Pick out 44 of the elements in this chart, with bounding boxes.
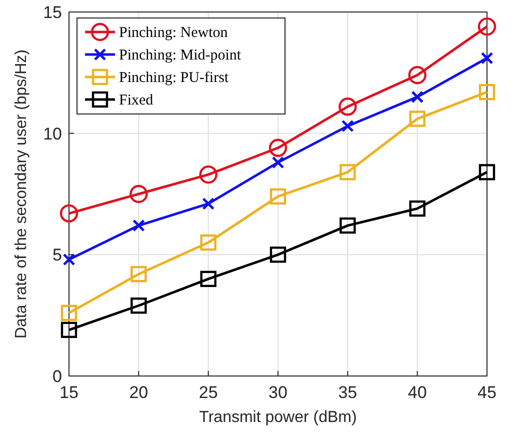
point xyxy=(199,165,218,184)
legend-label: Fixed xyxy=(119,92,154,108)
x-tick-label: 30 xyxy=(268,383,288,402)
point xyxy=(272,156,284,169)
y-tick-label: 15 xyxy=(43,3,62,22)
point xyxy=(478,164,496,180)
point xyxy=(202,197,215,210)
point xyxy=(60,204,78,223)
point xyxy=(130,298,147,314)
point xyxy=(130,266,147,282)
y-tick-label: 5 xyxy=(52,246,62,265)
point xyxy=(60,322,78,338)
legend-label: Pinching: Newton xyxy=(119,25,228,41)
x-tick-label: 45 xyxy=(478,383,496,402)
point xyxy=(200,234,216,251)
x-tick-label: 40 xyxy=(408,383,427,402)
legend-label: Pinching: PU-first xyxy=(119,70,230,86)
point xyxy=(340,217,356,234)
point xyxy=(130,184,148,204)
point xyxy=(478,84,496,100)
x-axis-title: Transmit power (dBm) xyxy=(199,409,357,426)
point xyxy=(338,98,357,116)
point xyxy=(62,253,76,266)
point xyxy=(270,188,286,205)
point xyxy=(340,164,356,180)
point xyxy=(270,246,286,263)
point xyxy=(409,110,426,127)
point xyxy=(60,304,78,322)
point xyxy=(478,17,496,36)
point xyxy=(341,120,354,132)
x-tick-label: 25 xyxy=(198,383,218,402)
point xyxy=(480,52,494,64)
y-tick-label: 10 xyxy=(43,124,62,144)
y-tick-label: 0 xyxy=(52,367,62,386)
point xyxy=(411,90,424,104)
legend-label: Pinching: Mid-point xyxy=(119,48,242,64)
x-tick-label: 35 xyxy=(338,383,358,402)
point xyxy=(408,66,426,84)
point xyxy=(132,219,145,232)
point xyxy=(409,200,426,217)
y-axis-title: Data rate of the secondary user (bps/Hz) xyxy=(13,49,30,339)
point xyxy=(268,138,288,157)
x-tick-label: 20 xyxy=(129,383,148,402)
point xyxy=(200,270,216,288)
